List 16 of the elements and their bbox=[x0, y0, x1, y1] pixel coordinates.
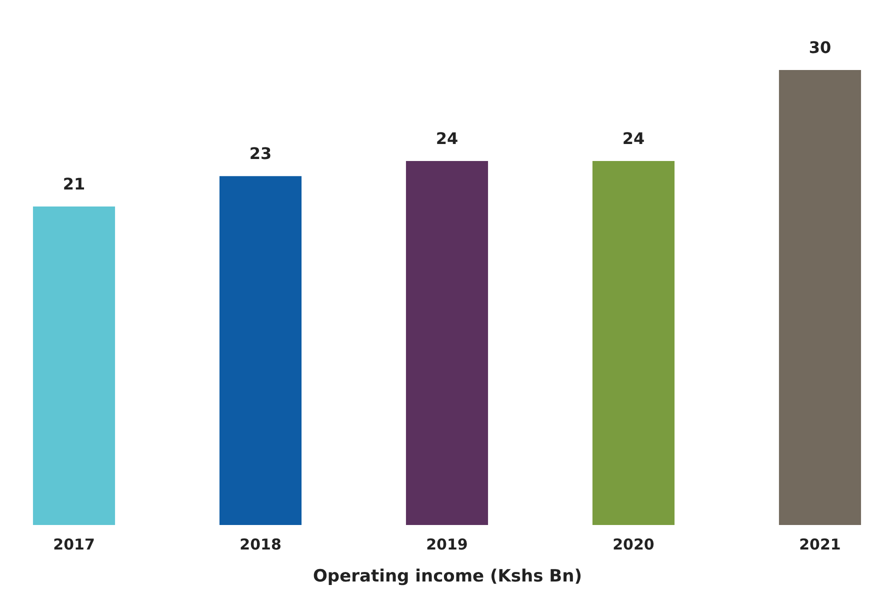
x-axis-title: Operating income (Kshs Bn) bbox=[312, 566, 582, 586]
data-label: 21 bbox=[62, 174, 86, 194]
bar bbox=[592, 161, 675, 525]
data-label: 30 bbox=[808, 38, 832, 57]
data-label: 24 bbox=[622, 129, 645, 148]
data-label: 24 bbox=[436, 129, 458, 148]
x-tick-label: 2017 bbox=[53, 536, 95, 554]
x-tick-label: 2021 bbox=[799, 536, 841, 554]
x-tick-label: 2020 bbox=[612, 536, 654, 554]
bar bbox=[778, 70, 862, 525]
x-tick-label: 2019 bbox=[426, 536, 468, 554]
bar bbox=[32, 206, 116, 525]
x-tick-label: 2018 bbox=[240, 536, 282, 554]
bar bbox=[219, 176, 302, 525]
data-label: 23 bbox=[249, 144, 272, 164]
bar bbox=[406, 161, 488, 525]
